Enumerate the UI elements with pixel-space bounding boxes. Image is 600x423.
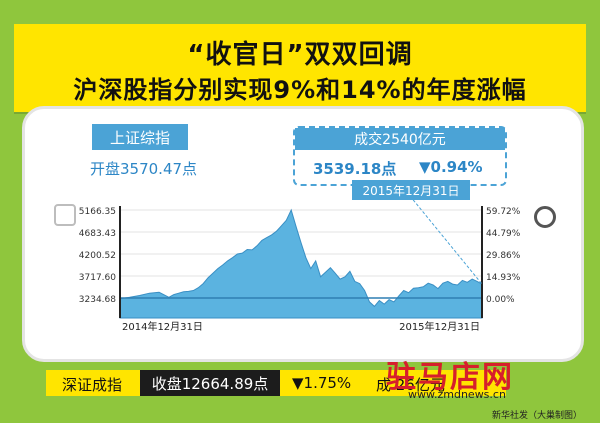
y-tick-label-right: 44.79% [486, 229, 521, 239]
y-tick-label-left: 3717.60 [79, 273, 116, 283]
close-price: 3539.18点 [313, 160, 397, 178]
callout-line [409, 195, 483, 285]
y-tick-label-right: 14.93% [486, 273, 521, 283]
y-tick-label-right: 0.00% [486, 295, 515, 305]
area-series [119, 208, 483, 319]
shanghai-index-label: 上证综指 [92, 124, 188, 150]
shanghai-open-price: 开盘3570.47点 [90, 160, 198, 178]
y-tick-label-left: 4200.52 [79, 251, 116, 261]
shenzhen-label: 深证成指 [62, 376, 123, 394]
y-tick-label-left: 3234.68 [79, 295, 116, 305]
shenzhen-close: 收盘12664.89点 [140, 370, 280, 396]
x-tick-label-end: 2015年12月31日 [399, 320, 480, 333]
x-tick-label-start: 2014年12月31日 [122, 320, 203, 333]
y-tick-label-right: 29.86% [486, 251, 521, 261]
watermark-logo: 驻马店网 [386, 360, 514, 395]
photo-credit: 新华社发（大巢制图） [492, 411, 583, 421]
headline-banner: “收官日”双双回调 沪深股指分别实现9%和14%的年度涨幅 [14, 24, 586, 112]
headline-title: “收官日”双双回调 [187, 40, 413, 70]
shenzhen-bar: 深证成指 收盘12664.89点 ▼1.75% 成 26亿元 [46, 370, 506, 396]
shenzhen-change: ▼1.75% [292, 374, 352, 392]
close-change: ▼0.94% [419, 158, 483, 176]
volume-label: 成交2540亿元 [295, 128, 505, 150]
home-button-icon [54, 204, 76, 226]
y-tick-label-left: 4683.43 [79, 229, 116, 239]
y-tick-label-left: 5166.35 [79, 207, 116, 217]
watermark-site: www.zmdnews.cn [408, 388, 506, 401]
headline-subtitle: 沪深股指分别实现9%和14%的年度涨幅 [73, 76, 527, 104]
close-date-flag: 2015年12月31日 [352, 180, 470, 200]
y-tick-label-right: 59.72% [486, 207, 521, 217]
shenzhen-volume: 成 26亿元 [376, 376, 445, 394]
camera-icon [534, 206, 556, 228]
